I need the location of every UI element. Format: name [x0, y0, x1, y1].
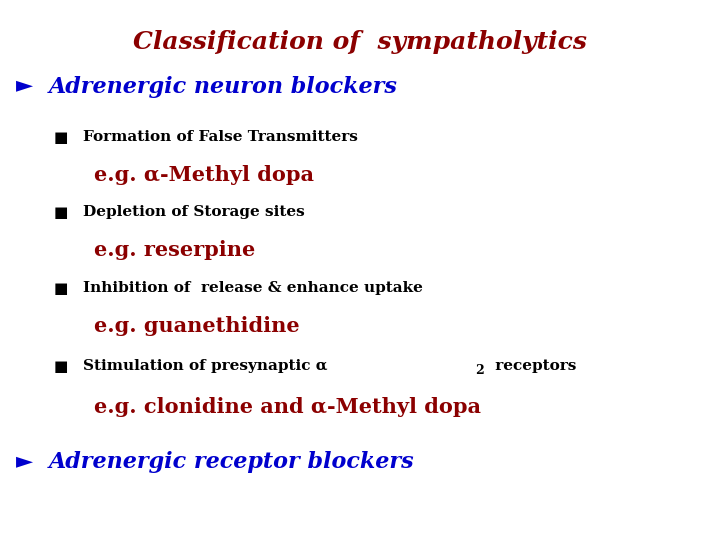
Text: Stimulation of presynaptic α: Stimulation of presynaptic α — [83, 359, 328, 373]
Text: ■: ■ — [54, 359, 68, 374]
Text: Depletion of Storage sites: Depletion of Storage sites — [83, 205, 305, 219]
Text: e.g. reserpine: e.g. reserpine — [94, 240, 255, 260]
Text: Formation of False Transmitters: Formation of False Transmitters — [83, 130, 358, 144]
Text: ►: ► — [16, 451, 33, 471]
Text: ■: ■ — [54, 130, 68, 145]
Text: 2: 2 — [475, 364, 484, 377]
Text: ►: ► — [16, 76, 33, 96]
Text: ■: ■ — [54, 205, 68, 220]
Text: e.g. guanethidine: e.g. guanethidine — [94, 316, 300, 336]
Text: Adrenergic neuron blockers: Adrenergic neuron blockers — [49, 76, 398, 98]
Text: Classification of  sympatholytics: Classification of sympatholytics — [133, 30, 587, 53]
Text: ■: ■ — [54, 281, 68, 296]
Text: Inhibition of  release & enhance uptake: Inhibition of release & enhance uptake — [83, 281, 423, 295]
Text: e.g. clonidine and α-Methyl dopa: e.g. clonidine and α-Methyl dopa — [94, 397, 481, 417]
Text: Adrenergic receptor blockers: Adrenergic receptor blockers — [49, 451, 415, 473]
Text: receptors: receptors — [490, 359, 576, 373]
Text: e.g. α-Methyl dopa: e.g. α-Methyl dopa — [94, 165, 314, 185]
